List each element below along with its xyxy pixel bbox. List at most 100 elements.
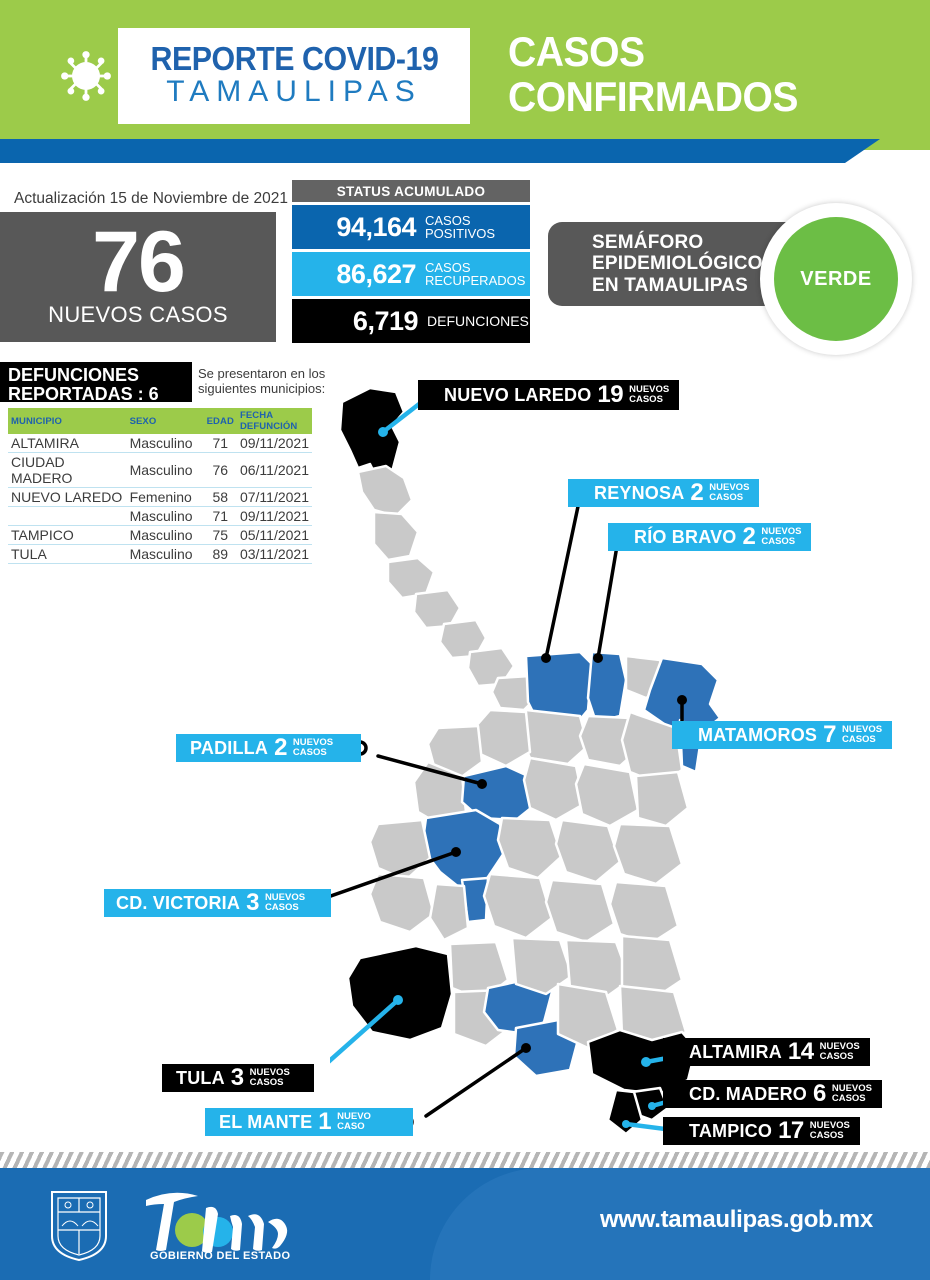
- callout-el-mante[interactable]: EL MANTE 1 NUEVO CASO: [205, 1108, 413, 1136]
- leader-dot-cd-madero: [648, 1102, 656, 1110]
- semaforo-text: SEMÁFORO EPIDEMIOLÓGICO EN TAMAULIPAS: [592, 232, 763, 296]
- callout-rio-bravo[interactable]: RÍO BRAVO 2 NUEVOS CASOS: [608, 523, 812, 551]
- leader-dot-tula: [393, 995, 403, 1005]
- callout-sub1: NUEVOS: [819, 1041, 860, 1053]
- map-municipality-gray-c4[interactable]: [474, 708, 532, 768]
- cell-sexo: Masculino: [126, 544, 204, 564]
- leader-cd-victoria: [330, 850, 458, 899]
- callout-sub: NUEVOS CASOS: [265, 893, 305, 912]
- status-recovered-label: CASOS RECUPERADOS: [425, 260, 525, 287]
- semaforo-line1: SEMÁFORO: [592, 232, 704, 254]
- callout-sub2: CASOS: [709, 492, 744, 503]
- table-row: Masculino 71 09/11/2021: [8, 506, 312, 526]
- tam-logo-subtitle: GOBIERNO DEL ESTADO: [150, 1250, 291, 1262]
- leader-reynosa: [544, 495, 582, 660]
- callout-tampico[interactable]: TAMPICO 17 NUEVOS CASOS: [663, 1117, 860, 1145]
- status-positive-label: CASOS POSITIVOS: [425, 213, 495, 240]
- callout-name: CD. MADERO: [689, 1083, 807, 1104]
- callout-sub1: NUEVOS: [841, 724, 883, 736]
- callout-sub: NUEVOS CASOS: [629, 385, 669, 404]
- callout-sub1: NUEVOS: [264, 892, 306, 904]
- callout-sub2: CASOS: [841, 734, 876, 745]
- cell-municipio: CIUDAD MADERO: [8, 452, 127, 488]
- callout-name: ALTAMIRA: [689, 1041, 782, 1062]
- map-municipality-rio-bravo[interactable]: [586, 650, 628, 724]
- leader-tula: [330, 997, 401, 1064]
- map-municipality-gray-c15[interactable]: [428, 882, 470, 942]
- callout-sub2: CASOS: [264, 902, 299, 913]
- map-municipality-tula[interactable]: [346, 944, 454, 1042]
- status-row-positive: 94,164 CASOS POSITIVOS: [292, 205, 530, 249]
- callout-count: 2: [274, 734, 287, 761]
- map-municipality-gray-c7[interactable]: [522, 756, 586, 822]
- sawtooth-divider: [0, 1152, 930, 1168]
- callout-reynosa[interactable]: REYNOSA 2 NUEVOS CASOS: [568, 479, 760, 507]
- status-accumulated-panel: STATUS ACUMULADO 94,164 CASOS POSITIVOS …: [292, 180, 530, 343]
- callout-name: MATAMOROS: [698, 724, 818, 745]
- callout-nuevo-laredo[interactable]: NUEVO LAREDO 19 NUEVOS CASOS: [418, 380, 680, 410]
- callout-count: 3: [246, 889, 259, 916]
- callout-sub: NUEVOS CASOS: [842, 725, 882, 744]
- col-fecha: FECHA DEFUNCIÓN: [236, 408, 312, 434]
- status-positive-value: 94,164: [336, 211, 416, 242]
- leader-dot-matamoros: [677, 695, 687, 705]
- callout-matamoros[interactable]: MATAMOROS 7 NUEVOS CASOS: [672, 721, 893, 749]
- map-municipality-gray-c10[interactable]: [496, 816, 564, 880]
- callout-altamira[interactable]: ALTAMIRA 14 NUEVOS CASOS: [663, 1038, 870, 1066]
- deaths-heading-line2: REPORTADAS : 6: [8, 384, 159, 405]
- callout-sub1: NUEVOS: [809, 1120, 850, 1132]
- callout-count: 19: [597, 381, 624, 408]
- col-edad: EDAD: [203, 408, 237, 434]
- map-municipality-gray-c8[interactable]: [574, 762, 640, 828]
- map-municipality-gray-c16[interactable]: [482, 872, 554, 940]
- map-municipality-gray-nw2[interactable]: [372, 510, 420, 562]
- map-municipality-reynosa[interactable]: [524, 650, 594, 728]
- callout-padilla[interactable]: PADILLA 2 NUEVOS CASOS: [176, 734, 362, 762]
- map-municipality-nuevo-laredo[interactable]: [338, 386, 406, 482]
- cell-municipio: TULA: [8, 544, 127, 564]
- callout-name: TULA: [176, 1067, 225, 1088]
- report-logo: REPORTE COVID-19 TAMAULIPAS: [118, 28, 470, 124]
- callout-tula[interactable]: TULA 3 NUEVOS CASOS: [162, 1064, 314, 1092]
- callout-sub: NUEVOS CASOS: [709, 483, 749, 502]
- map-municipality-gray-s4[interactable]: [564, 938, 632, 1002]
- map-municipality-gray-c12[interactable]: [612, 822, 684, 886]
- cell-municipio: ALTAMIRA: [8, 434, 127, 453]
- deaths-heading-line1: DEFUNCIONES: [8, 365, 140, 385]
- callout-sub2: CASO: [337, 1121, 365, 1132]
- map-municipality-gray-c17[interactable]: [544, 878, 616, 944]
- table-row: ALTAMIRA Masculino 71 09/11/2021: [8, 434, 312, 453]
- leader-dot-padilla: [477, 779, 487, 789]
- page-title-line1: CASOS: [508, 28, 645, 75]
- map-municipality-gray-c9[interactable]: [634, 770, 690, 828]
- callout-cd-victoria[interactable]: CD. VICTORIA 3 NUEVOS CASOS: [104, 889, 332, 917]
- callout-sub2: CASOS: [249, 1077, 284, 1088]
- logo-title-line1: REPORTE COVID-19: [150, 40, 438, 78]
- callout-count: 14: [787, 1038, 814, 1065]
- status-recovered-value: 86,627: [336, 258, 416, 289]
- leader-rio-bravo: [596, 538, 620, 660]
- deaths-table: MUNICIPIO SEXO EDAD FECHA DEFUNCIÓN ALTA…: [8, 408, 312, 564]
- cell-sexo: Masculino: [126, 452, 204, 488]
- map-municipality-gray-nw1[interactable]: [356, 464, 414, 518]
- callout-name: NUEVO LAREDO: [444, 384, 592, 405]
- semaforo-status-badge: VERDE: [774, 217, 898, 341]
- cell-fecha: 05/11/2021: [236, 525, 312, 545]
- coat-of-arms-icon: [51, 1191, 107, 1262]
- callout-sub1: NUEVOS: [761, 526, 802, 538]
- cell-fecha: 06/11/2021: [236, 452, 312, 488]
- callout-name: REYNOSA: [594, 482, 685, 503]
- callout-sub2: CASOS: [809, 1130, 844, 1141]
- map-municipality-gray-c14[interactable]: [368, 872, 436, 934]
- callout-count: 7: [823, 721, 836, 748]
- page-title-line2: CONFIRMADOS: [508, 72, 799, 120]
- callout-sub2: CASOS: [292, 747, 327, 758]
- cell-sexo: Femenino: [126, 487, 204, 507]
- callout-sub2: CASOS: [819, 1051, 854, 1062]
- map-municipality-gray-c18[interactable]: [608, 880, 680, 946]
- deaths-note-line1: Se presentaron en los: [198, 366, 326, 381]
- leader-dot-rio-bravo: [593, 653, 603, 663]
- callout-sub: NUEVOS CASOS: [832, 1084, 872, 1103]
- callout-cd-madero[interactable]: CD. MADERO 6 NUEVOS CASOS: [663, 1080, 882, 1108]
- map-municipality-gray-c11[interactable]: [554, 818, 622, 884]
